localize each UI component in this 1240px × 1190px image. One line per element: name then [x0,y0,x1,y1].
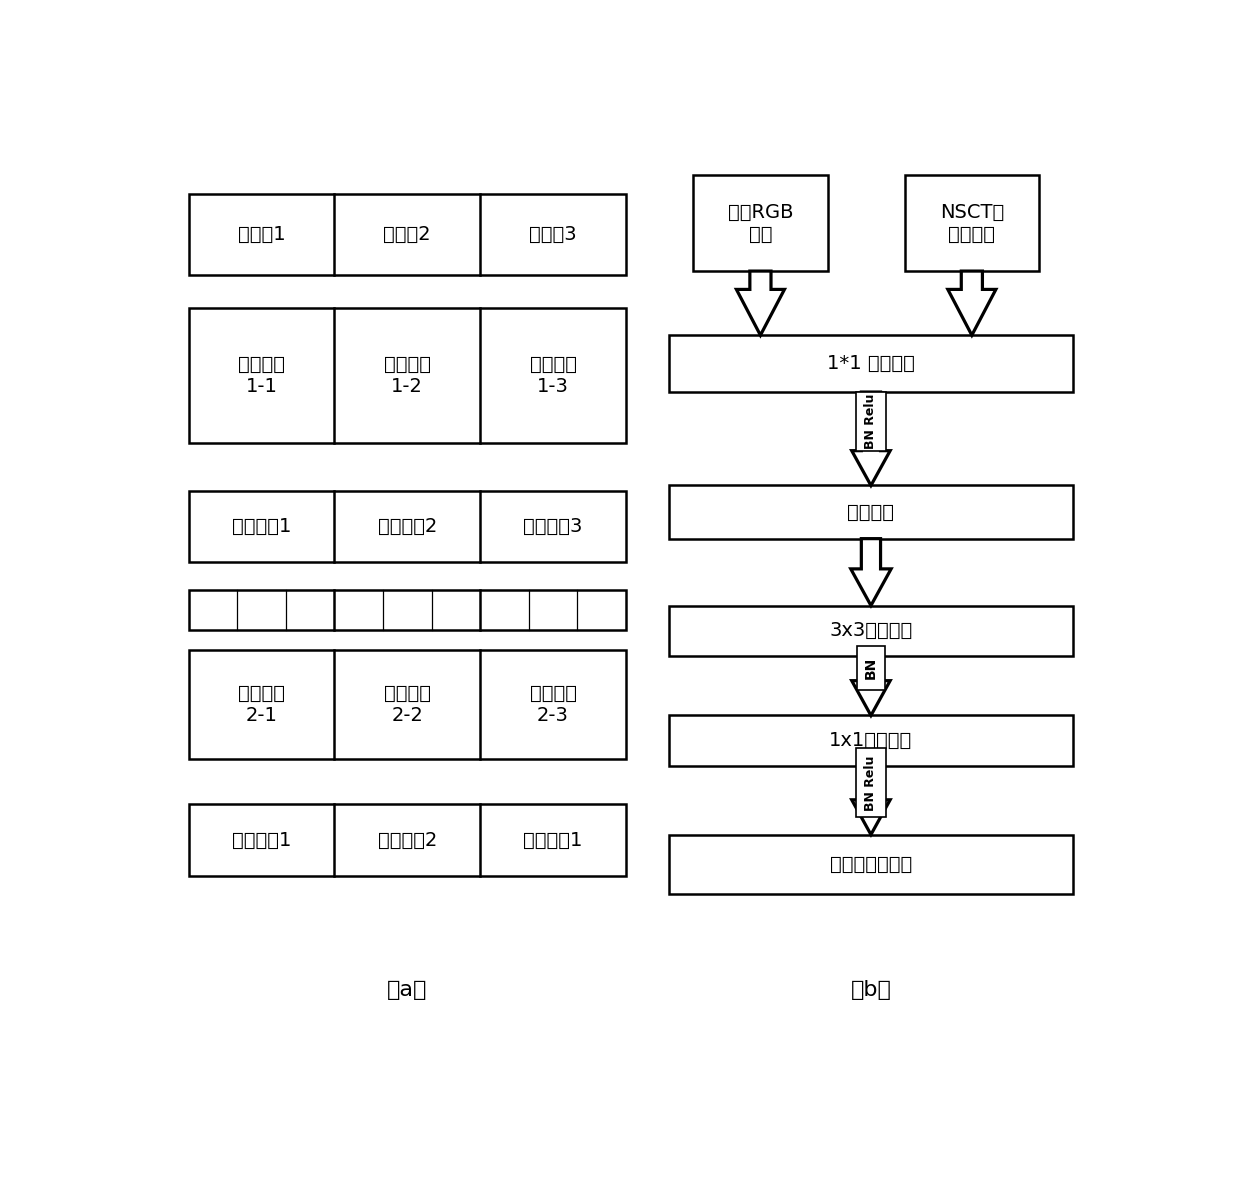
Text: 特征金字塔网络: 特征金字塔网络 [830,854,913,873]
Text: BN Relu: BN Relu [864,394,878,449]
Bar [670,336,1073,392]
Text: 分组卷积
2-1: 分组卷积 2-1 [238,684,285,725]
Bar [188,651,626,758]
Text: 卷积输出3: 卷积输出3 [523,518,583,537]
Polygon shape [852,656,890,715]
Text: 卷积输出1: 卷积输出1 [523,831,583,850]
Text: 分组卷积
2-3: 分组卷积 2-3 [529,684,577,725]
Bar [188,308,626,444]
Text: 卷积输出2: 卷积输出2 [377,831,436,850]
Bar [693,175,828,271]
Text: BN Relu: BN Relu [864,756,878,810]
Bar [670,834,1073,894]
Bar [188,804,626,876]
Text: 分组卷积
1-3: 分组卷积 1-3 [529,355,577,396]
Text: 卷积输出2: 卷积输出2 [377,518,436,537]
Text: 原始RGB
通道: 原始RGB 通道 [728,202,794,244]
Polygon shape [947,271,996,336]
Bar [856,392,887,451]
Text: 通道组2: 通道组2 [383,225,432,244]
Bar [188,590,626,631]
Bar [670,486,1073,539]
Text: 分组卷积
2-2: 分组卷积 2-2 [383,684,430,725]
Text: 通道组3: 通道组3 [529,225,577,244]
Polygon shape [851,539,892,606]
Polygon shape [852,766,890,834]
Text: 卷积输出1: 卷积输出1 [232,518,291,537]
Text: 分组卷积
1-2: 分组卷积 1-2 [383,355,430,396]
Polygon shape [852,392,890,486]
Bar [856,749,887,818]
Bar [188,194,626,275]
Text: 通道打散: 通道打散 [847,502,894,521]
Bar [905,175,1039,271]
Bar [188,491,626,563]
Text: 通道组1: 通道组1 [238,225,285,244]
Polygon shape [737,271,785,336]
Bar [670,606,1073,656]
Text: 分组卷积
1-1: 分组卷积 1-1 [238,355,285,396]
Text: 3x3可分卷积: 3x3可分卷积 [830,621,913,640]
Text: 卷积输出1: 卷积输出1 [232,831,291,850]
Text: 1*1 分组卷积: 1*1 分组卷积 [827,355,915,374]
Text: （b）: （b） [851,981,892,1001]
Text: （a）: （a） [387,981,428,1001]
Bar [857,646,885,690]
Text: 1x1分组卷积: 1x1分组卷积 [830,731,913,750]
Bar [670,715,1073,766]
Text: BN: BN [864,657,878,679]
Text: NSCT变
换后通道: NSCT变 换后通道 [940,202,1004,244]
